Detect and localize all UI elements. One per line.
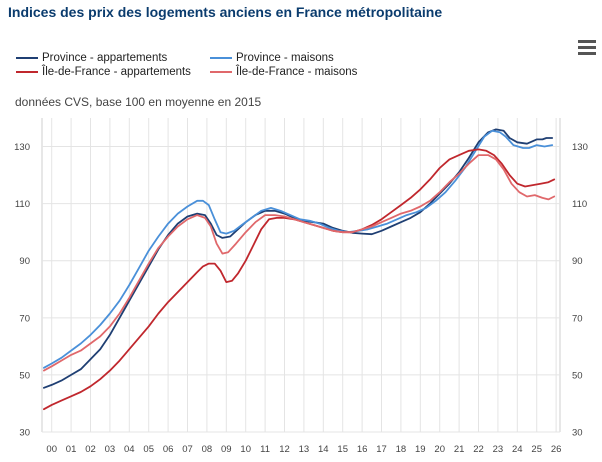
legend-swatch-dark-red: [16, 71, 38, 73]
x-tick-label: 17: [376, 444, 387, 455]
legend-label: Île-de-France - appartements: [42, 66, 191, 78]
y-tick-label-right: 90: [572, 256, 583, 267]
legend: Province - appartements Province - maiso…: [16, 52, 436, 82]
legend-item-idf-maisons[interactable]: Île-de-France - maisons: [210, 66, 357, 78]
x-tick-label: 26: [551, 444, 562, 455]
x-tick-label: 00: [46, 444, 57, 455]
y-tick-label-left: 70: [19, 313, 30, 324]
y-tick-label-right: 50: [572, 370, 583, 381]
legend-label: Province - maisons: [236, 52, 334, 64]
legend-label: Île-de-France - maisons: [236, 66, 358, 78]
y-tick-label-right: 130: [572, 142, 588, 153]
legend-swatch-dark-blue: [16, 57, 38, 59]
x-tick-label: 11: [260, 444, 270, 455]
x-tick-label: 23: [493, 444, 504, 455]
legend-swatch-light-blue: [210, 57, 232, 59]
series-line-province-appartements: [43, 128, 554, 389]
legend-item-province-appartements[interactable]: Province - appartements: [16, 52, 167, 64]
hamburger-menu-icon[interactable]: [578, 40, 596, 56]
legend-swatch-light-red: [210, 71, 232, 73]
x-tick-label: 08: [202, 444, 213, 455]
x-tick-label: 07: [182, 444, 193, 455]
x-tick-label: 15: [337, 444, 348, 455]
y-tick-label-right: 30: [572, 428, 583, 439]
x-tick-label: 04: [124, 444, 135, 455]
x-tick-label: 24: [512, 444, 523, 455]
legend-label: Province - appartements: [42, 52, 168, 64]
y-tick-label-right: 70: [572, 313, 583, 324]
x-tick-label: 12: [279, 444, 290, 455]
x-tick-label: 02: [85, 444, 96, 455]
x-tick-label: 14: [318, 444, 329, 455]
series-line-ile-de-france-maisons: [43, 154, 556, 372]
y-tick-label-left: 110: [15, 199, 30, 210]
y-tick-label-right: 110: [572, 199, 587, 210]
y-tick-label-left: 50: [19, 370, 30, 381]
x-tick-label: 05: [143, 444, 154, 455]
y-tick-label-left: 90: [19, 256, 30, 267]
x-tick-label: 10: [240, 444, 251, 455]
x-tick-label: 18: [396, 444, 407, 455]
x-tick-label: 13: [299, 444, 310, 455]
x-tick-label: 25: [531, 444, 542, 455]
series-line-province-maisons: [43, 129, 554, 369]
x-tick-label: 22: [473, 444, 484, 455]
y-tick-label-left: 30: [19, 428, 30, 439]
x-tick-label: 20: [434, 444, 445, 455]
x-tick-label: 09: [221, 444, 232, 455]
x-tick-label: 16: [357, 444, 368, 455]
x-tick-label: 03: [105, 444, 116, 455]
legend-item-province-maisons[interactable]: Province - maisons: [210, 52, 334, 64]
x-tick-label: 01: [66, 444, 77, 455]
x-tick-label: 21: [454, 444, 465, 455]
chart-title: Indices des prix des logements anciens e…: [8, 4, 443, 20]
x-tick-label: 19: [415, 444, 426, 455]
legend-item-idf-appartements[interactable]: Île-de-France - appartements: [16, 66, 191, 78]
y-tick-label-left: 130: [14, 142, 30, 153]
x-tick-label: 06: [163, 444, 174, 455]
series-line-ile-de-france-appartements: [43, 148, 556, 411]
chart-subtitle: données CVS, base 100 en moyenne en 2015: [15, 95, 262, 109]
